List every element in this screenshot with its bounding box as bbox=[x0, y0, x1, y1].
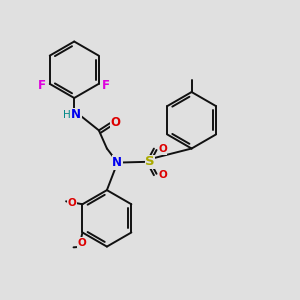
Text: N: N bbox=[112, 156, 122, 169]
Text: F: F bbox=[102, 79, 110, 92]
Text: H: H bbox=[63, 110, 71, 120]
Text: F: F bbox=[38, 79, 46, 92]
Text: N: N bbox=[71, 108, 81, 122]
Text: O: O bbox=[111, 116, 121, 129]
Text: O: O bbox=[77, 238, 86, 248]
Text: O: O bbox=[68, 198, 76, 208]
Text: S: S bbox=[145, 155, 155, 168]
Text: O: O bbox=[158, 144, 167, 154]
Text: O: O bbox=[158, 170, 167, 180]
